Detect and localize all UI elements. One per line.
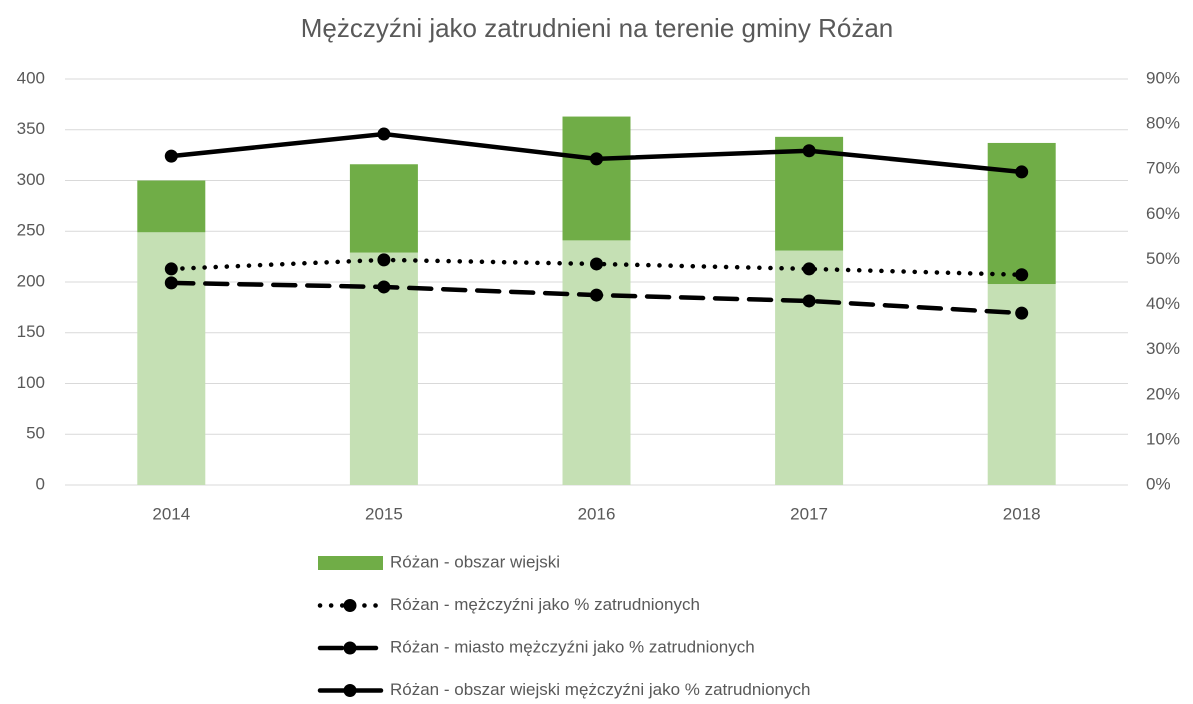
marker [590,152,603,166]
y2-tick-label: 30% [1146,339,1180,358]
y-tick-label: 300 [17,170,45,189]
y-tick-label: 100 [17,373,45,392]
y2-tick-label: 70% [1146,159,1180,178]
marker [590,257,603,271]
y2-tick-label: 40% [1146,294,1180,313]
marker [802,144,816,158]
legend-marker [343,684,357,697]
y2-tick-label: 90% [1146,68,1180,87]
legend-marker [343,599,357,612]
y-tick-label: 0 [36,474,45,493]
legend-label: Różan - miasto mężczyźni jako % zatrudni… [390,637,755,656]
bar [562,240,631,485]
y-tick-label: 400 [17,68,45,87]
chart-title: Mężczyźni jako zatrudnieni na terenie gm… [301,13,894,43]
marker [1015,165,1029,179]
x-tick-label: 2015 [365,504,403,523]
marker [164,149,178,163]
legend-marker [343,641,357,655]
y2-tick-label: 0% [1146,474,1171,493]
bar [562,116,631,241]
marker [377,127,391,141]
bar [349,164,418,253]
x-tick-label: 2014 [152,504,190,523]
y2-tick-label: 60% [1146,204,1180,223]
x-tick-label: 2017 [790,504,828,523]
y-tick-label: 50 [26,424,45,443]
marker [164,276,178,290]
legend-label: Różan - obszar wiejski mężczyźni jako % … [390,680,810,699]
bar [137,180,206,233]
marker [802,262,816,276]
marker [802,294,816,308]
y-tick-label: 200 [17,271,45,290]
marker [377,253,391,267]
bar [987,142,1056,285]
marker [590,288,603,302]
y-tick-label: 350 [17,119,45,138]
marker [164,262,178,276]
bar [775,250,844,485]
x-tick-label: 2016 [578,504,616,523]
y2-tick-label: 20% [1146,384,1180,403]
marker [1015,268,1029,282]
y2-tick-label: 50% [1146,249,1180,268]
line [169,257,1024,278]
y2-tick-label: 80% [1146,114,1180,133]
x-tick-label: 2018 [1003,504,1041,523]
marker [377,280,391,294]
marker [1015,306,1029,320]
y-tick-label: 250 [17,221,45,240]
legend-label: Różan - obszar wiejski [390,552,560,571]
y-tick-label: 150 [17,322,45,341]
y2-tick-label: 10% [1146,429,1180,448]
legend-swatch [318,556,383,570]
legend-label: Różan - mężczyźni jako % zatrudnionych [390,595,700,614]
